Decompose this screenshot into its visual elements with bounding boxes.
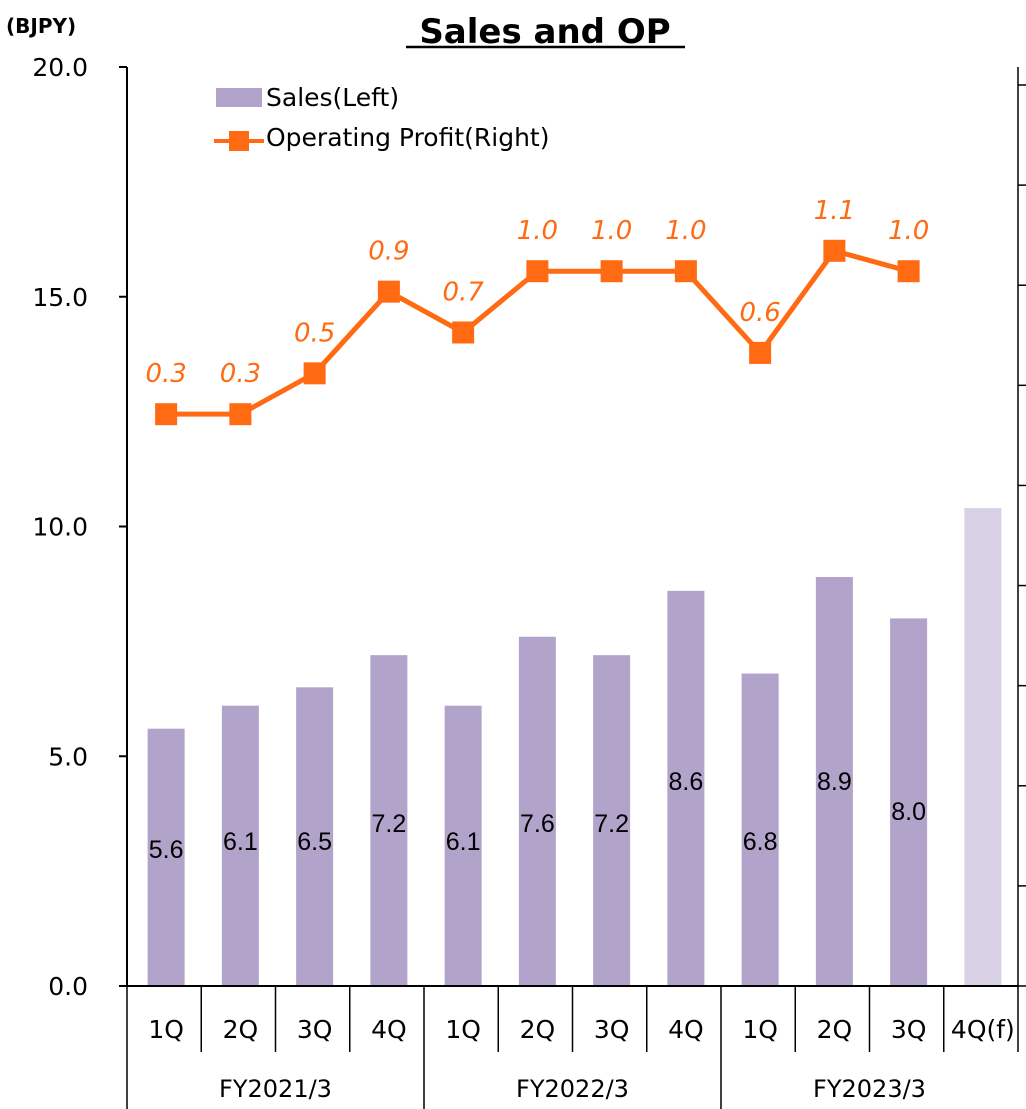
op-marker xyxy=(229,403,252,426)
sales-bar xyxy=(741,673,779,986)
op-marker xyxy=(452,321,475,344)
y-tick-label: 0.0 xyxy=(48,972,88,1001)
x-category-label: 4Q(f) xyxy=(951,1015,1015,1044)
x-category-label: 1Q xyxy=(742,1015,778,1044)
sales-value-label: 8.0 xyxy=(891,798,926,826)
sales-bar xyxy=(667,590,705,986)
chart-title: Sales and OP xyxy=(419,12,670,52)
x-group-label: FY2021/3 xyxy=(219,1075,332,1103)
y-tick-label: 5.0 xyxy=(48,742,88,771)
x-category-label: 2Q xyxy=(520,1015,556,1044)
sales-bar xyxy=(296,687,334,986)
sales-value-label: 7.2 xyxy=(371,810,406,838)
legend-op-label: Operating Profit(Right) xyxy=(266,123,549,152)
legend-sales-swatch xyxy=(216,88,262,107)
sales-bar xyxy=(890,618,928,986)
right-y-axis xyxy=(1017,67,1026,987)
sales-bar xyxy=(593,655,631,986)
legend: Sales(Left) Operating Profit(Right) xyxy=(214,83,549,152)
sales-value-label: 7.2 xyxy=(594,810,629,838)
y-tick-label: 15.0 xyxy=(32,283,88,312)
op-marker xyxy=(674,260,697,283)
x-category-label: 1Q xyxy=(148,1015,184,1044)
x-category-label: 3Q xyxy=(594,1015,630,1044)
legend-op-marker xyxy=(229,131,249,151)
sales-value-label: 6.5 xyxy=(297,828,332,856)
op-value-label: 1.0 xyxy=(888,216,929,246)
sales-bar xyxy=(815,577,853,986)
op-value-label: 1.0 xyxy=(517,216,558,246)
op-marker xyxy=(155,403,178,426)
sales-value-label: 5.6 xyxy=(149,836,184,864)
sales-bars: 5.6 6.1 6.5 7.2 6.1 7.6 7.2 8.6 6.8 8.9 8.0 xyxy=(147,508,1002,986)
op-value-label: 0.5 xyxy=(294,318,335,348)
x-group-label: FY2023/3 xyxy=(813,1075,926,1103)
op-value-label: 0.3 xyxy=(145,359,186,389)
op-marker xyxy=(377,280,400,303)
op-value-label: 1.1 xyxy=(814,196,855,226)
sales-value-label: 6.1 xyxy=(446,828,481,856)
unit-label: (BJPY) xyxy=(6,14,76,38)
legend-sales-label: Sales(Left) xyxy=(266,83,399,112)
op-marker xyxy=(823,239,846,262)
sales-bar xyxy=(221,705,259,986)
op-marker xyxy=(303,362,326,385)
left-y-axis: 20.0 15.0 10.0 5.0 0.0 xyxy=(32,53,128,1001)
op-marker xyxy=(749,341,772,364)
op-value-label: 1.0 xyxy=(591,216,632,246)
x-category-label: 4Q xyxy=(668,1015,704,1044)
op-value-label: 0.7 xyxy=(442,277,484,307)
sales-value-label: 6.1 xyxy=(223,828,258,856)
x-category-label: 2Q xyxy=(223,1015,259,1044)
sales-bar xyxy=(518,636,556,986)
x-category-label: 2Q xyxy=(817,1015,853,1044)
sales-bar xyxy=(444,705,482,986)
x-axis: 1Q 2Q 3Q 4Q 1Q 2Q 3Q 4Q 1Q 2Q 3Q 4Q(f) FY2021/3 FY202… xyxy=(126,985,1019,1109)
sales-value-label: 6.8 xyxy=(743,828,778,856)
x-category-label: 4Q xyxy=(371,1015,407,1044)
sales-value-label: 8.9 xyxy=(817,768,852,796)
sales-bar xyxy=(964,508,1002,986)
sales-bar xyxy=(370,655,408,986)
sales-bar xyxy=(147,728,185,986)
operating-profit-line: 0.3 0.3 0.5 0.9 0.7 1.0 1.0 1.0 0.6 1.1 1.0 xyxy=(145,196,929,426)
x-category-label: 1Q xyxy=(445,1015,481,1044)
x-category-label: 3Q xyxy=(891,1015,927,1044)
y-tick-label: 20.0 xyxy=(32,53,88,82)
x-category-label: 3Q xyxy=(297,1015,333,1044)
op-value-label: 0.3 xyxy=(220,359,261,389)
y-tick-label: 10.0 xyxy=(32,513,88,542)
x-group-label: FY2022/3 xyxy=(516,1075,629,1103)
op-marker xyxy=(600,260,623,283)
op-value-label: 0.9 xyxy=(368,237,409,267)
op-marker xyxy=(526,260,549,283)
op-value-label: 0.6 xyxy=(739,298,780,328)
sales-value-label: 7.6 xyxy=(520,810,555,838)
op-value-label: 1.0 xyxy=(665,216,706,246)
sales-value-label: 8.6 xyxy=(668,768,703,796)
op-marker xyxy=(897,260,920,283)
